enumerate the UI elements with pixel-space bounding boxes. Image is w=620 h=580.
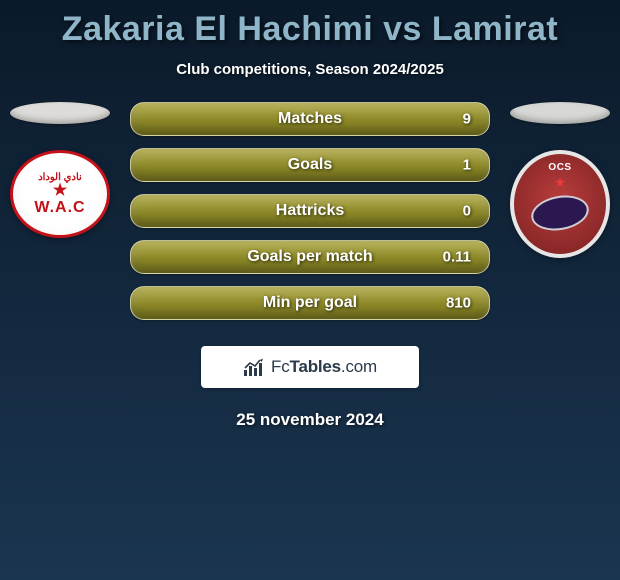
stat-row-min-per-goal: Min per goal 810 [130, 286, 490, 320]
subtitle: Club competitions, Season 2024/2025 [0, 61, 620, 78]
stat-label: Goals [288, 156, 332, 174]
right-team-crest: OCS ★ [510, 150, 610, 258]
stat-value: 0.11 [443, 249, 471, 266]
stat-label: Hattricks [276, 202, 344, 220]
page-title: Zakaria El Hachimi vs Lamirat [0, 0, 620, 49]
star-icon: ★ [34, 183, 85, 199]
stat-label: Matches [278, 110, 342, 128]
date-text: 25 november 2024 [0, 410, 620, 430]
stat-label: Goals per match [247, 248, 372, 266]
right-team-column: OCS ★ [508, 102, 612, 258]
bar-chart-icon [243, 358, 265, 376]
stat-value: 1 [463, 157, 471, 174]
left-team-crest: نادي الوداد ★ W.A.C [10, 150, 110, 238]
stat-row-goals: Goals 1 [130, 148, 490, 182]
left-crest-inner: نادي الوداد ★ W.A.C [34, 172, 85, 217]
left-crest-main-text: W.A.C [34, 199, 85, 217]
stat-value: 0 [463, 203, 471, 220]
logo-prefix: Fc [271, 357, 289, 376]
left-crest-wrap: نادي الوداد ★ W.A.C [10, 150, 110, 238]
logo-suffix: .com [341, 357, 377, 376]
stat-value: 9 [463, 111, 471, 128]
right-player-ellipse [510, 102, 610, 124]
logo-text: FcTables.com [271, 357, 377, 377]
stat-label: Min per goal [263, 294, 357, 312]
stat-row-hattricks: Hattricks 0 [130, 194, 490, 228]
fctables-logo[interactable]: FcTables.com [201, 346, 419, 388]
star-icon: ★ [554, 174, 567, 191]
logo-bold: Tables [290, 357, 341, 376]
stat-row-matches: Matches 9 [130, 102, 490, 136]
stats-column: Matches 9 Goals 1 Hattricks 0 Goals per … [130, 102, 490, 332]
right-crest-top-text: OCS [548, 162, 571, 173]
stat-row-goals-per-match: Goals per match 0.11 [130, 240, 490, 274]
left-player-ellipse [10, 102, 110, 124]
stat-value: 810 [446, 295, 471, 312]
comparison-content: نادي الوداد ★ W.A.C Matches 9 Goals 1 Ha… [0, 102, 620, 332]
left-team-column: نادي الوداد ★ W.A.C [8, 102, 112, 238]
right-crest-oval [528, 191, 591, 235]
right-crest-wrap: OCS ★ [510, 150, 610, 258]
